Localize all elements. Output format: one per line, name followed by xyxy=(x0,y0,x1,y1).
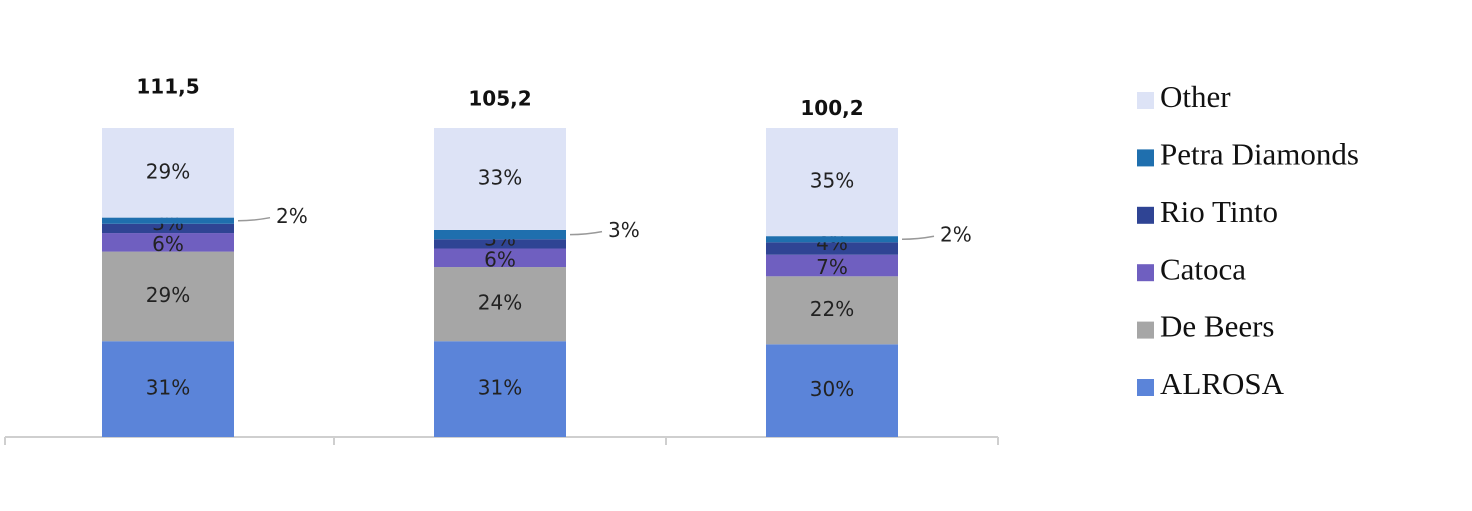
data-label: 35% xyxy=(810,169,854,193)
legend-label: Petra Diamonds xyxy=(1160,137,1359,172)
x-axis xyxy=(4,436,999,445)
bar-segment xyxy=(434,128,566,230)
legend-label: Rio Tinto xyxy=(1160,194,1278,229)
total-label: 111,5 xyxy=(136,75,199,99)
legend-label: De Beers xyxy=(1160,309,1274,344)
leader-line xyxy=(569,230,603,236)
legend-swatch xyxy=(1137,379,1154,396)
data-label: 7% xyxy=(816,255,848,279)
bar-segment xyxy=(434,248,566,268)
total-label: 105,2 xyxy=(468,86,531,110)
bar-segment xyxy=(766,276,898,345)
bar-segment xyxy=(766,242,898,255)
bar-segment xyxy=(102,128,234,218)
bar-segment xyxy=(766,344,898,437)
legend-label: ALROSA xyxy=(1160,366,1285,401)
legend-swatch xyxy=(1137,149,1154,167)
legend-swatch xyxy=(1137,92,1154,109)
bar-segment xyxy=(434,239,566,249)
leader-line xyxy=(901,235,935,240)
data-label: 33% xyxy=(478,165,522,189)
data-label: 30% xyxy=(810,377,854,401)
bar-segment xyxy=(434,229,566,240)
data-label: 29% xyxy=(146,283,190,307)
data-label: 2% xyxy=(276,204,308,228)
data-label: 22% xyxy=(810,297,854,321)
bar-segment xyxy=(766,128,898,237)
bar-segment xyxy=(434,267,566,342)
data-label: 31% xyxy=(146,376,190,400)
legend-swatch xyxy=(1137,264,1154,282)
legend-swatch xyxy=(1137,321,1154,339)
data-label: 6% xyxy=(484,247,516,271)
data-label: 2% xyxy=(940,223,972,247)
bar-segment xyxy=(766,236,898,243)
data-label: 6% xyxy=(152,232,184,256)
bar-segment xyxy=(102,233,234,252)
bar-segment xyxy=(102,223,234,234)
bar-segment xyxy=(102,251,234,342)
bar-segment xyxy=(766,254,898,277)
total-label: 100,2 xyxy=(800,96,863,120)
data-label: 29% xyxy=(146,159,190,183)
legend-label: Other xyxy=(1160,79,1231,114)
bar-segment xyxy=(102,217,234,224)
bar-segment xyxy=(434,341,566,437)
data-label: 24% xyxy=(478,291,522,315)
leader-line xyxy=(237,216,271,222)
legend-swatch xyxy=(1137,206,1154,224)
data-label: 3% xyxy=(608,218,640,242)
legend-label: Catoca xyxy=(1160,251,1246,286)
data-label: 31% xyxy=(478,376,522,400)
bar-segment xyxy=(102,341,234,437)
